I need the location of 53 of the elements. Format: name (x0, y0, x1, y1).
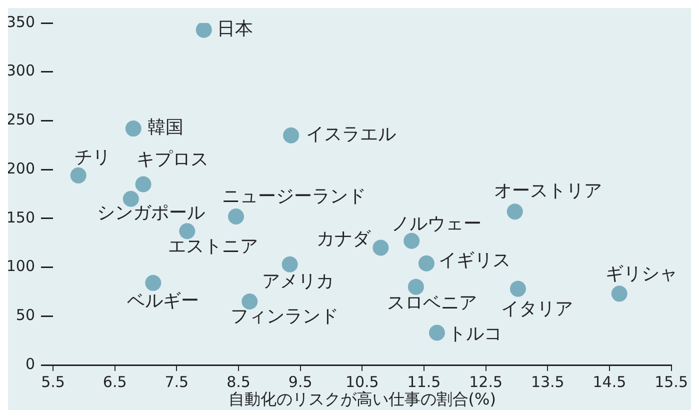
point (408, 278, 424, 295)
annotation: 韓国 (147, 117, 184, 138)
y-tick-label: 150 (6, 208, 35, 226)
annotation: アメリカ (262, 271, 334, 292)
x-tick-label: 9.5 (288, 372, 312, 391)
point (242, 293, 258, 310)
x-tick-label: 8.5 (226, 372, 250, 391)
x-tick-label: 12.5 (469, 372, 503, 391)
x-tick-label: 11.5 (407, 372, 441, 391)
x-tick-label: 15.5 (654, 372, 688, 391)
point (145, 274, 162, 291)
point (228, 208, 244, 224)
annotation: チリ (74, 147, 110, 168)
x-tick-label: 13.5 (530, 372, 564, 391)
annotation: オーストリア (494, 180, 602, 202)
x-axis-title: 自動化のリスクが高い仕事の割合(%) (228, 390, 496, 409)
x-tick-label: 5.5 (41, 372, 65, 391)
point (611, 286, 628, 302)
annotation: フィンランド (230, 306, 339, 328)
annotation: イスラエル (306, 124, 396, 146)
annotation: ベルギー (127, 290, 200, 312)
y-tick-label: 50 (16, 306, 35, 324)
annotation: ノルウェー (392, 214, 482, 235)
point (125, 120, 142, 137)
point (179, 223, 196, 240)
annotation: キプロス (136, 148, 208, 170)
x-tick-label: 6.5 (102, 372, 127, 391)
annotation: エストニア (168, 236, 258, 257)
y-tick-label: 0 (25, 354, 35, 373)
point (506, 204, 523, 220)
y-tick-label: 100 (6, 257, 35, 276)
point (372, 240, 389, 256)
point (70, 167, 86, 184)
point (510, 280, 526, 297)
annotation: スロベニア (386, 292, 477, 314)
annotation: 日本 (216, 18, 253, 40)
x-tick-label: 14.5 (592, 372, 626, 391)
x-tick-label: 10.5 (345, 372, 379, 391)
point (135, 176, 152, 192)
annotation: イギリス (438, 250, 510, 272)
x-tick-label: 7.5 (164, 372, 189, 391)
annotation: ニュージーランド (222, 186, 366, 208)
point (282, 256, 298, 272)
annotation: シンガポール (96, 202, 205, 224)
annotation: ギリシャ (605, 263, 678, 284)
annotation: カナダ (316, 228, 372, 250)
point (418, 255, 434, 272)
point (283, 127, 300, 144)
annotation: イタリア (500, 298, 573, 320)
point (428, 324, 445, 341)
point (404, 232, 420, 249)
point (196, 23, 212, 38)
annotation: トルコ (448, 323, 502, 344)
